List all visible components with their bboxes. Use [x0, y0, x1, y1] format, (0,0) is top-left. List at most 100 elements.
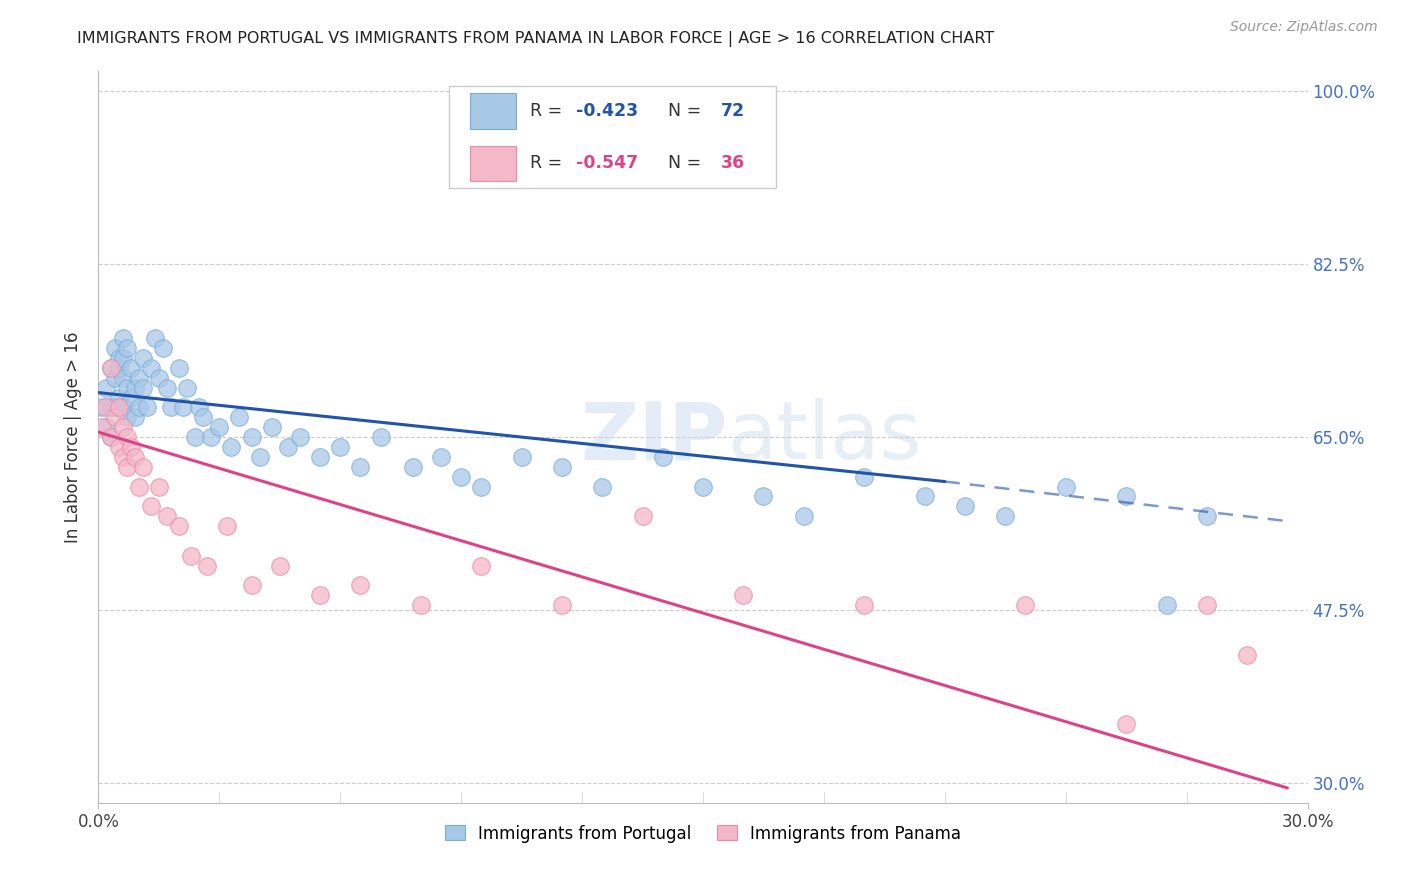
Point: [510, 450, 533, 464]
Point: [288, 430, 311, 444]
Point: [430, 450, 453, 464]
Point: [96, 420, 118, 434]
Point: [100, 360, 122, 375]
Text: N =: N =: [657, 102, 707, 120]
Point: [551, 459, 574, 474]
Point: [651, 450, 673, 464]
Point: [217, 519, 239, 533]
Point: [152, 341, 174, 355]
Point: [115, 341, 138, 355]
Point: [111, 331, 134, 345]
Point: [132, 459, 155, 474]
Point: [329, 440, 352, 454]
Point: [100, 430, 122, 444]
Point: [349, 459, 371, 474]
Point: [184, 430, 207, 444]
Legend: Immigrants from Portugal, Immigrants from Panama: Immigrants from Portugal, Immigrants fro…: [439, 818, 967, 849]
Point: [195, 558, 218, 573]
Point: [249, 450, 271, 464]
Point: [111, 450, 134, 464]
Point: [200, 430, 222, 444]
Point: [793, 509, 815, 524]
Point: [156, 381, 179, 395]
Point: [221, 440, 243, 454]
Point: [180, 549, 202, 563]
Point: [631, 509, 654, 524]
Point: [172, 401, 194, 415]
Point: [160, 401, 183, 415]
Point: [107, 351, 129, 365]
Point: [148, 479, 170, 493]
Point: [128, 371, 150, 385]
Point: [107, 401, 129, 415]
Point: [120, 440, 142, 454]
Point: [111, 351, 134, 365]
Point: [450, 469, 472, 483]
Point: [115, 459, 138, 474]
Text: Source: ZipAtlas.com: Source: ZipAtlas.com: [1230, 20, 1378, 34]
Point: [91, 401, 114, 415]
FancyBboxPatch shape: [449, 86, 776, 188]
Point: [132, 351, 155, 365]
FancyBboxPatch shape: [470, 94, 516, 128]
Point: [103, 410, 125, 425]
Point: [103, 341, 125, 355]
Point: [1014, 598, 1036, 612]
Point: [96, 401, 118, 415]
Point: [135, 401, 157, 415]
Point: [309, 588, 332, 602]
Point: [269, 558, 291, 573]
Point: [1195, 598, 1218, 612]
Point: [277, 440, 299, 454]
Text: IMMIGRANTS FROM PORTUGAL VS IMMIGRANTS FROM PANAMA IN LABOR FORCE | AGE > 16 COR: IMMIGRANTS FROM PORTUGAL VS IMMIGRANTS F…: [77, 31, 994, 47]
Point: [953, 500, 976, 514]
FancyBboxPatch shape: [470, 145, 516, 181]
Point: [470, 558, 492, 573]
Point: [193, 410, 215, 425]
Text: -0.547: -0.547: [576, 154, 638, 172]
Point: [148, 371, 170, 385]
Point: [132, 381, 155, 395]
Point: [1115, 716, 1137, 731]
Point: [208, 420, 231, 434]
Point: [128, 479, 150, 493]
Y-axis label: In Labor Force | Age > 16: In Labor Force | Age > 16: [65, 331, 83, 543]
Point: [100, 360, 122, 375]
Point: [107, 360, 129, 375]
Point: [733, 588, 755, 602]
Point: [551, 598, 574, 612]
Point: [100, 430, 122, 444]
Point: [176, 381, 198, 395]
Point: [124, 381, 146, 395]
Point: [139, 360, 162, 375]
Point: [111, 401, 134, 415]
Point: [120, 360, 142, 375]
Point: [692, 479, 714, 493]
Text: atlas: atlas: [727, 398, 921, 476]
Point: [1236, 648, 1258, 662]
Point: [1156, 598, 1178, 612]
Point: [111, 420, 134, 434]
Point: [156, 509, 179, 524]
Point: [107, 440, 129, 454]
Point: [309, 450, 332, 464]
Point: [1115, 489, 1137, 503]
Point: [167, 519, 190, 533]
Text: 72: 72: [721, 102, 745, 120]
Point: [228, 410, 250, 425]
Point: [139, 500, 162, 514]
Text: ZIP: ZIP: [579, 398, 727, 476]
Point: [115, 430, 138, 444]
Point: [914, 489, 936, 503]
Point: [103, 401, 125, 415]
Text: N =: N =: [657, 154, 707, 172]
Point: [124, 450, 146, 464]
Point: [124, 410, 146, 425]
Point: [260, 420, 283, 434]
Point: [470, 479, 492, 493]
Point: [409, 598, 432, 612]
Point: [96, 381, 118, 395]
Point: [91, 420, 114, 434]
Point: [591, 479, 613, 493]
Point: [107, 391, 129, 405]
